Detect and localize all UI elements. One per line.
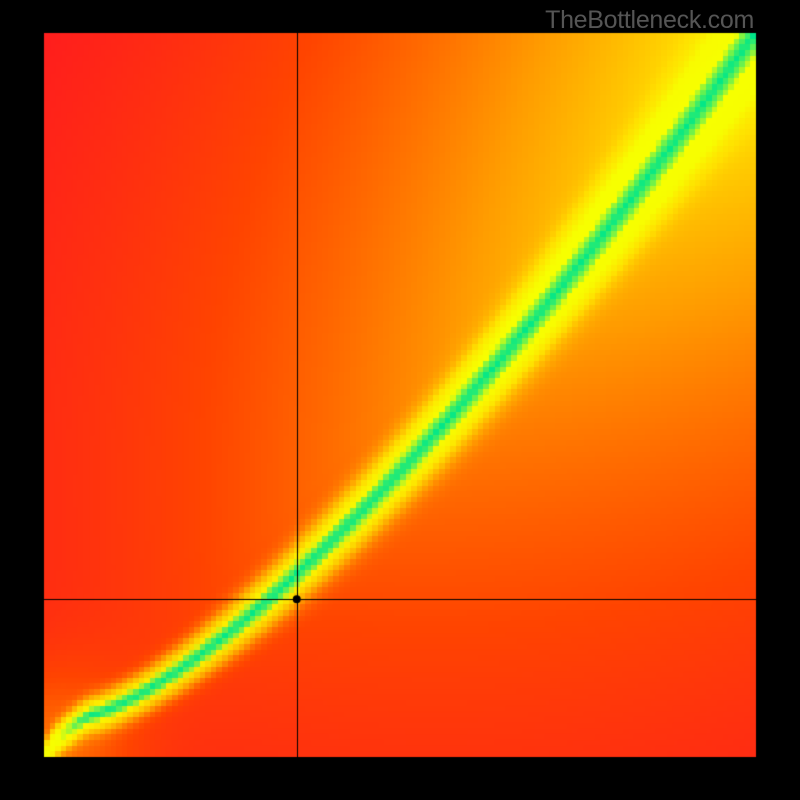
chart-container: TheBottleneck.com xyxy=(0,0,800,800)
heatmap-canvas xyxy=(0,0,800,800)
